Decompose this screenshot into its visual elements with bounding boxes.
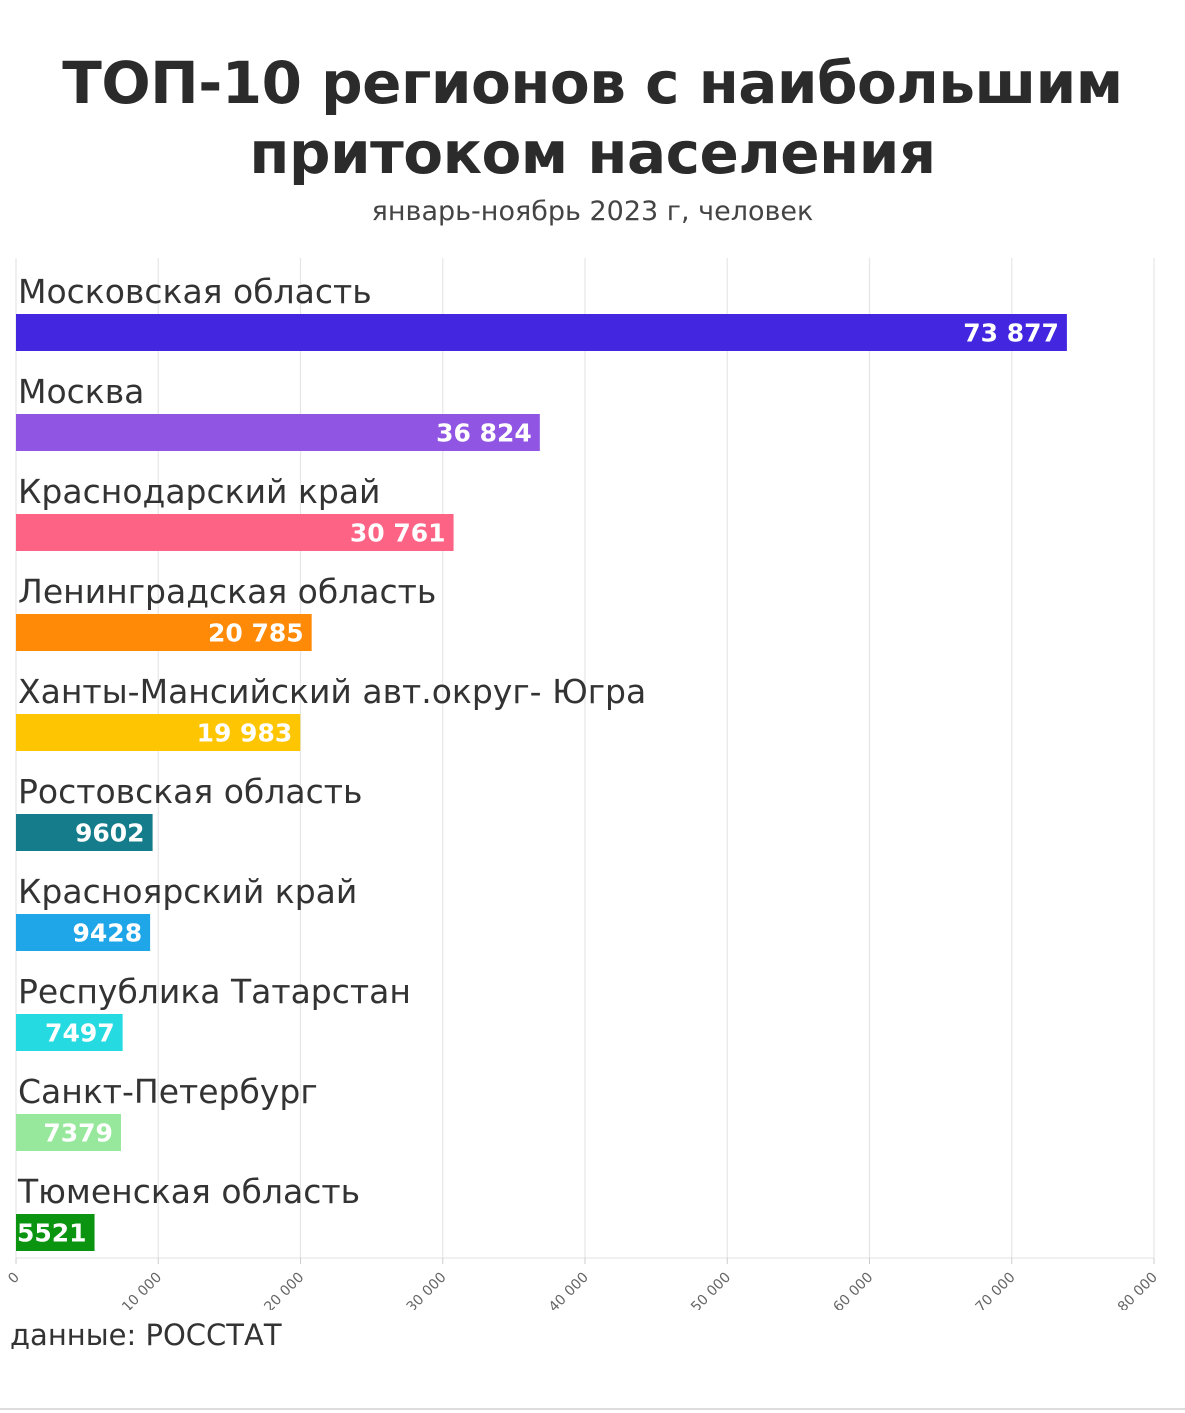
category-label: Красноярский край [18,872,357,911]
bar-chart: Московская область 73 877 Москва 36 824 Крас… [5,258,1161,1310]
category-label: Республика Татарстан [18,972,411,1011]
category-label: Ростовская область [18,772,362,811]
bar [16,314,1067,351]
bar-value-label: 36 824 [436,419,532,448]
bar-value-label: 7497 [45,1019,115,1048]
category-label: Санкт-Петербург [18,1072,318,1111]
x-tick-label: 60 000 [830,1270,876,1310]
x-tick-label: 80 000 [1115,1270,1161,1310]
x-tick-label: 20 000 [261,1270,307,1310]
x-tick-label: 50 000 [688,1270,734,1310]
chart-title-line1: ТОП-10 регионов с наибольшим [62,49,1123,117]
bottom-divider [0,1408,1185,1410]
bar [16,1114,121,1151]
bar-value-label: 19 983 [197,719,293,748]
bar-value-label: 9602 [75,819,145,848]
bar [16,614,312,651]
x-tick-label: 70 000 [973,1270,1019,1310]
bar [16,514,454,551]
chart-title-line2: притоком населения [249,119,936,187]
category-label: Московская область [18,272,372,311]
bar [16,814,153,851]
category-label: Тюменская область [17,1172,360,1211]
category-label: Москва [18,372,144,411]
bar [16,1214,95,1251]
category-label: Ленинградская область [18,572,436,611]
bar-value-label: 73 877 [963,319,1059,348]
bar-value-label: 7379 [43,1119,113,1148]
bar [16,1014,123,1051]
bar [16,714,301,751]
x-tick-label: 0 [5,1270,23,1288]
x-tick-label: 30 000 [404,1270,450,1310]
bar-value-label: 5521 [17,1219,87,1248]
data-source: данные: РОССТАТ [10,1318,282,1352]
chart-subtitle: январь-ноябрь 2023 г, человек [371,196,814,227]
category-label: Краснодарский край [18,472,381,511]
bar-value-label: 9428 [73,919,143,948]
chart-title: ТОП-10 регионов с наибольшим притоком на… [0,48,1185,188]
bar-value-label: 30 761 [350,519,446,548]
bar [16,914,151,951]
bar [16,414,540,451]
category-label: Ханты-Мансийский авт.округ- Югра [18,672,646,711]
bar-value-label: 20 785 [208,619,304,648]
x-tick-label: 40 000 [546,1270,592,1310]
x-tick-label: 10 000 [119,1270,165,1310]
